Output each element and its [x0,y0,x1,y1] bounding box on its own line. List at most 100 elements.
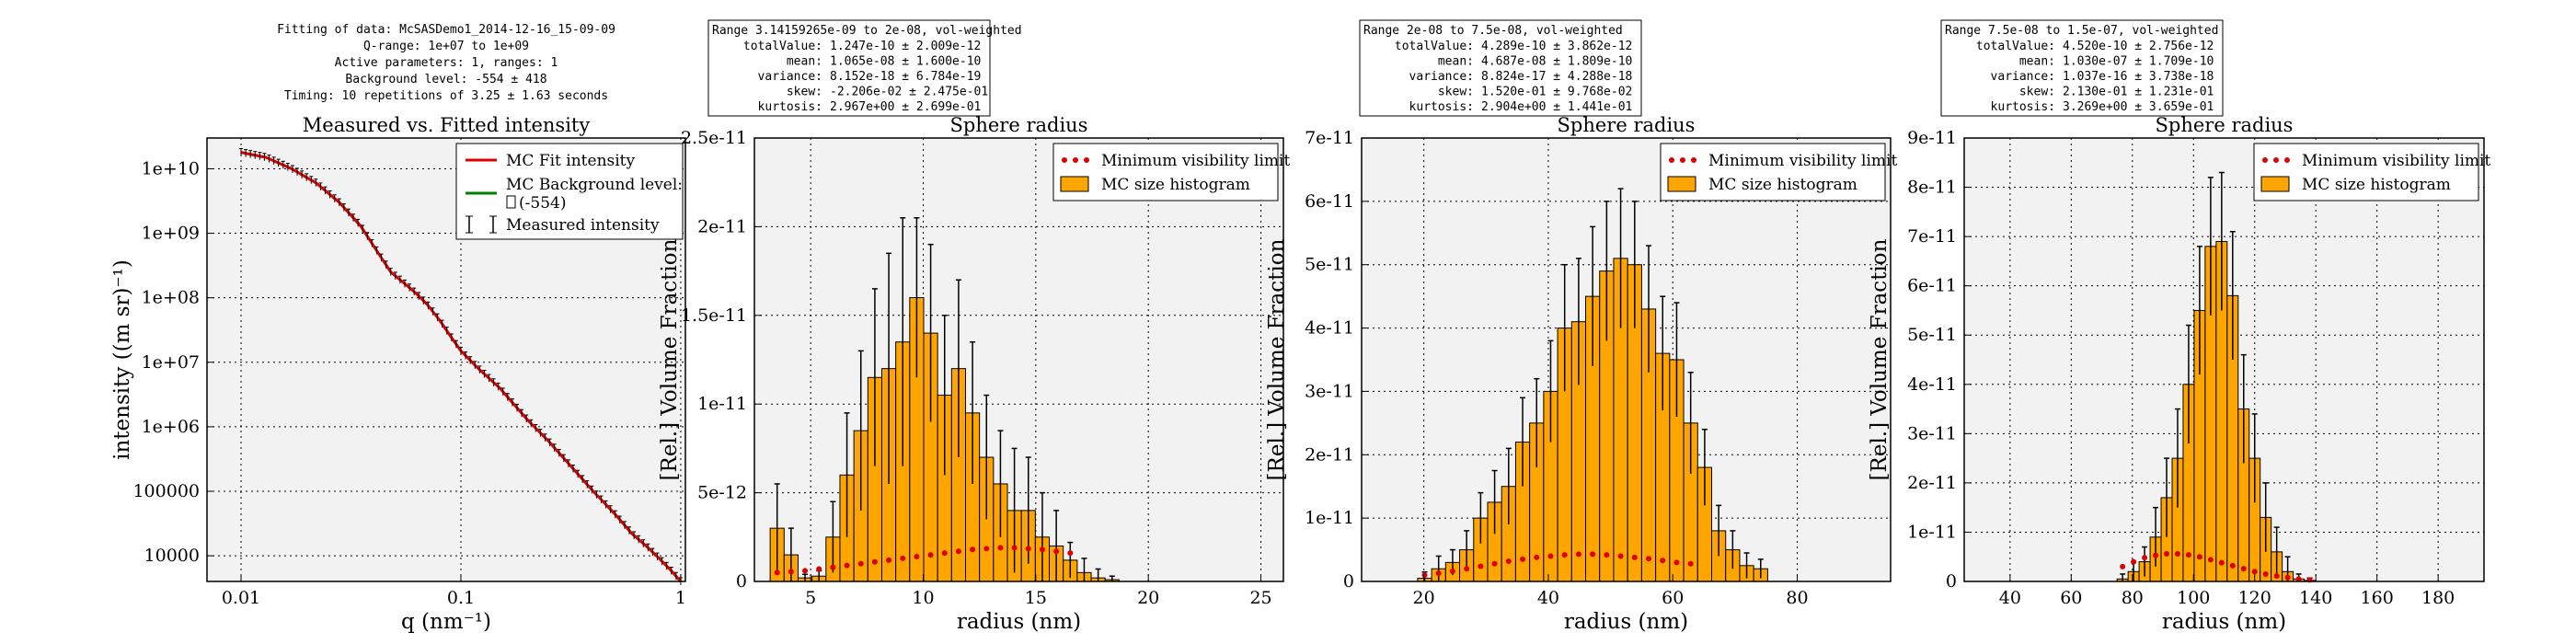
legend-histogram-swatch [1060,176,1089,192]
stats-key: variance: [1409,70,1474,84]
min-visibility-point [2251,569,2258,575]
min-visibility-point [1067,550,1074,557]
hist1-min-visibility [774,545,1074,576]
hist3-y-label: [Rel.] Volume Fraction [1868,238,1892,480]
min-visibility-point [2164,551,2170,558]
min-visibility-point [830,564,836,570]
hist2-y-tick-label: 2e-11 [1305,444,1354,465]
intensity-y-tick-label: 1e+07 [142,352,200,373]
min-visibility-point [2218,559,2225,566]
hist1-x-tick-label: 25 [1249,588,1271,608]
stats-key: totalValue: [743,40,822,53]
min-visibility-point [914,554,920,560]
stats-value: 1.065e-08 ± 1.600e-10 [830,55,981,69]
min-visibility-point [2174,551,2180,558]
hist3-frame [1963,137,2485,582]
hist1-y-tick-label: 2.5e-11 [681,128,747,148]
min-visibility-point [2262,570,2269,577]
min-visibility-point [2207,557,2214,563]
min-visibility-point [1464,566,1470,572]
min-visibility-point [2284,574,2291,581]
hist3-min-visibility [2120,551,2313,583]
legend-histogram-label: MC size histogram [1101,176,1250,194]
legend-histogram-swatch [2260,176,2290,192]
stats-range: Range 2e-08 to 7.5e-08, vol-weighted [1363,24,1623,38]
stats-key: kurtosis: [1409,100,1474,114]
min-visibility-point [857,560,864,567]
min-visibility-point [774,569,780,576]
stats-range: Range 3.14159265e-09 to 2e-08, vol-weigh… [712,24,1022,38]
stats-key: mean: [2019,55,2055,69]
legend-measured-label: Measured intensity [506,216,660,235]
legend-histogram-swatch [1667,176,1696,192]
legend-min-visibility-swatch [1680,157,1685,163]
measured-intensity-points [239,148,683,585]
fit-info-line: Timing: 10 repetitions of 3.25 ± 1.63 se… [284,89,608,103]
min-visibility-point [997,545,1004,551]
intensity-x-tick-label: 1 [675,588,686,608]
hist1-title: Sphere radius [950,114,1088,136]
legend-min-visibility-swatch [1073,157,1078,163]
hist3-legend: Minimum visibility limit MC size histogra… [2253,143,2490,201]
legend-fit-label: MC Fit intensity [506,152,636,170]
stats-key: totalValue: [1395,40,1474,53]
hist2-x-tick-label: 60 [1662,588,1684,608]
stats-value: -2.206e-02 ± 2.475e-01 [830,86,988,99]
legend-min-visibility-swatch [1691,157,1696,163]
hist3-x-tick-label: 40 [1999,588,2021,608]
min-visibility-point [1561,552,1568,558]
intensity-y-tick-label: 1e+10 [142,158,200,178]
min-visibility-point [1491,560,1498,567]
stats-key: totalValue: [1976,40,2055,53]
min-visibility-point [2120,563,2126,569]
min-visibility-point [1505,558,1512,564]
stats-key: mean: [1438,55,1474,69]
hist1-x-tick-label: 10 [912,588,934,608]
hist3-legend-box [2253,143,2479,201]
min-visibility-point [1687,560,1694,567]
min-visibility-point [2185,552,2191,558]
min-visibility-point [1617,553,1624,559]
min-visibility-point [1039,546,1045,553]
stats-key: kurtosis: [1991,100,2055,114]
hist3-x-tick-label: 180 [2421,588,2455,608]
intensity-frame [206,137,686,582]
min-visibility-point [2240,566,2247,572]
hist1-y-tick-label: 0 [736,571,747,592]
hist2-y-tick-label: 0 [1343,571,1354,592]
min-visibility-point [1590,551,1596,558]
hist3-y-tick-label: 2e-11 [1907,473,1957,493]
hist2-x-tick-label: 40 [1537,588,1559,608]
hist1-x-tick-label: 5 [805,588,816,608]
hist3-y-tick-label: 7e-11 [1907,226,1957,247]
min-visibility-point [955,548,961,555]
hist1-legend: Minimum visibility limit MC size histogra… [1052,143,1290,201]
hist2-y-tick-label: 7e-11 [1305,128,1354,148]
min-visibility-point [802,568,809,574]
stats-value: 1.030e-07 ± 1.709e-10 [2063,55,2214,69]
intensity-y-label: intensity ((m sr)⁻¹) [110,259,134,460]
stats-value: 2.904e+00 ± 1.441e-01 [1481,100,1632,114]
hist2-y-label: [Rel.] Volume Fraction [1265,238,1289,480]
stats-value: 1.247e-10 ± 2.009e-12 [830,40,981,53]
hist2-stats-box: Range 2e-08 to 7.5e-08, vol-weighted tota… [1359,19,1642,117]
hist1-x-label: radius (nm) [957,610,1081,634]
stats-value: 4.289e-10 ± 3.862e-12 [1481,40,1632,53]
hist2-legend: Minimum visibility limit MC size histogra… [1660,143,1897,201]
stats-key: skew: [787,86,822,99]
stats-value: 8.152e-18 ± 6.784e-19 [830,70,981,84]
min-visibility-point [1534,554,1540,560]
min-visibility-point [941,550,948,557]
min-visibility-point [1631,554,1638,560]
intensity-y-tick-label: 1e+09 [142,224,200,244]
stats-frame [1940,19,2224,117]
hist3-y-tick-label: 6e-11 [1907,276,1957,296]
min-visibility-point [1025,546,1031,552]
intensity-legend: MC Fit intensity MC Background level:(-55… [455,143,684,240]
hist1-frame [753,137,1284,582]
hist1-legend-box [1052,143,1279,201]
min-visibility-point [1435,570,1442,577]
min-visibility-point [900,555,906,561]
hist3-title: Sphere radius [2156,114,2294,136]
hist1-stats-box: Range 3.14159265e-09 to 2e-08, vol-weigh… [707,19,1022,117]
